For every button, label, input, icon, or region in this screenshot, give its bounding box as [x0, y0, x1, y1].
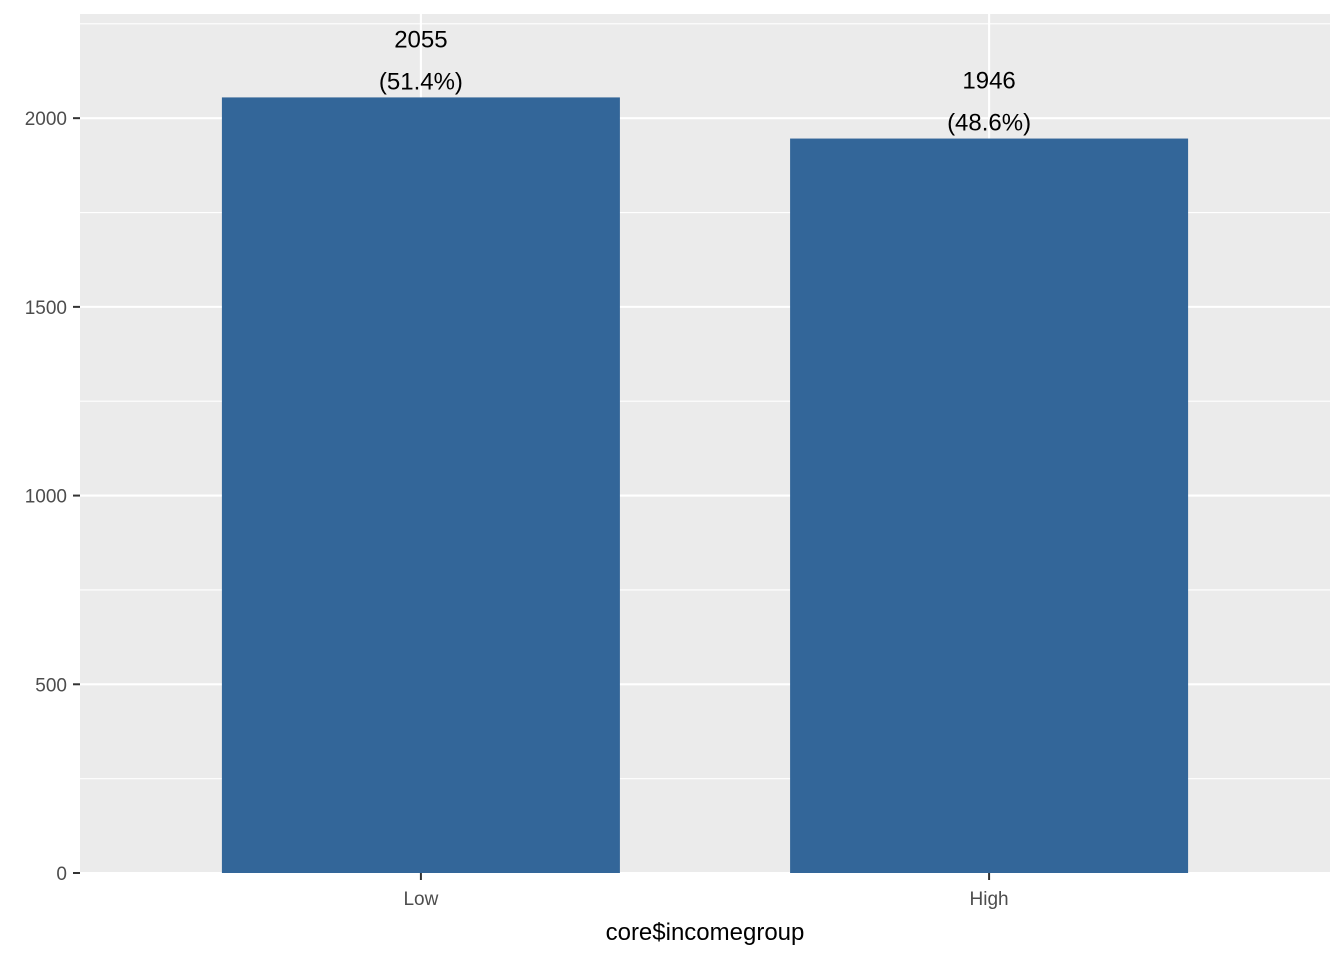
- x-axis-title: core$incomegroup: [606, 919, 805, 946]
- bars: [221, 97, 1189, 873]
- x-tick-label: Low: [403, 889, 438, 910]
- data-labels: 2055 (51.4%) 1946 (48.6%): [379, 26, 1031, 136]
- bar-count-label: 1946: [962, 68, 1015, 95]
- y-tick-label: 2000: [25, 109, 67, 130]
- bar-high: [790, 138, 1189, 873]
- x-axis: Low High: [403, 873, 1009, 910]
- bar-percent-label: (48.6%): [947, 110, 1031, 137]
- y-axis: 0 500 1000 1500 2000: [25, 109, 80, 885]
- x-tick-label: High: [970, 889, 1009, 910]
- y-tick-label: 0: [56, 864, 67, 885]
- y-tick-label: 1500: [25, 298, 67, 319]
- bar-count-label: 2055: [394, 26, 447, 53]
- y-tick-label: 500: [35, 675, 67, 696]
- y-tick-label: 1000: [25, 487, 67, 508]
- bar-low: [221, 97, 620, 873]
- bar-percent-label: (51.4%): [379, 68, 463, 95]
